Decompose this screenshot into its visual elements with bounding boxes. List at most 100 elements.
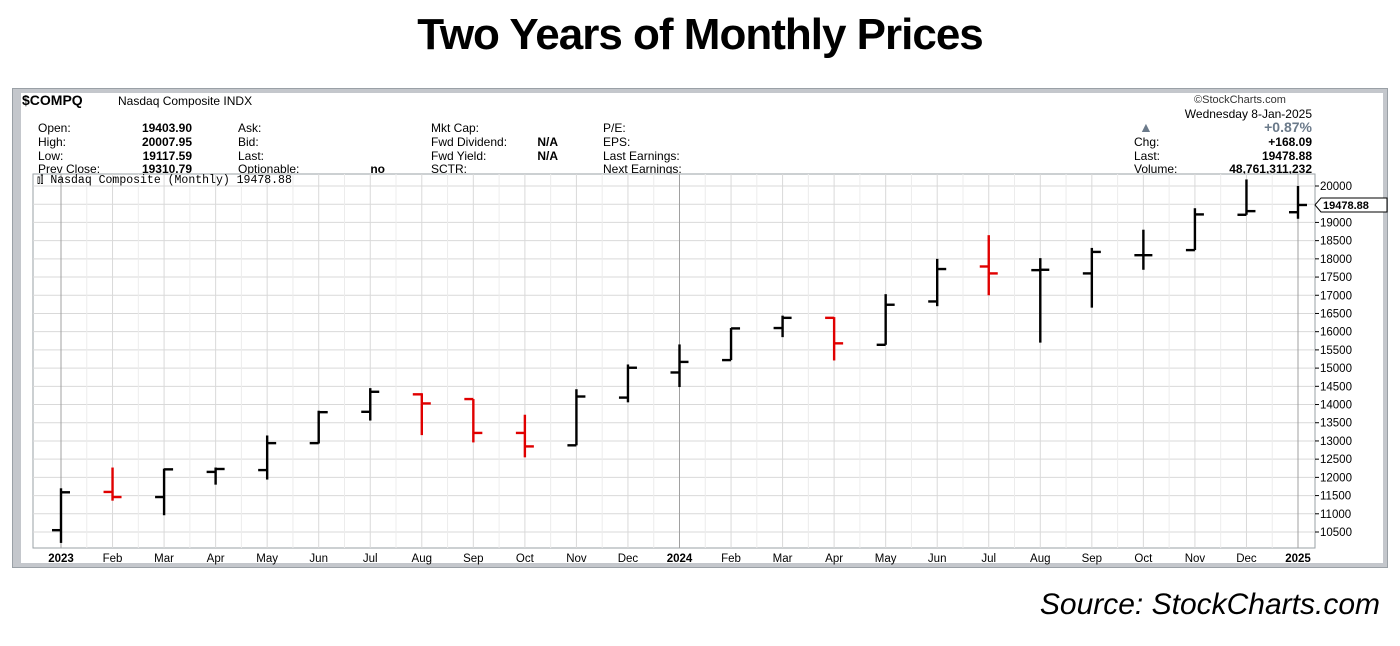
symbol-fullname: Nasdaq Composite	[118, 94, 221, 108]
volume-value: 48,761,311,232	[1229, 162, 1312, 176]
fwd-dividend-label: Fwd Dividend:	[431, 135, 508, 149]
y-tick-label: 13500	[1320, 418, 1352, 430]
ohlc-bar	[773, 315, 792, 338]
x-tick-label: Sep	[1082, 553, 1102, 565]
plot-area	[32, 173, 1316, 549]
x-tick-label: Jul	[981, 553, 996, 565]
open-label: Open:	[38, 121, 71, 135]
chart-legend: ⫾⫿ Nasdaq Composite (Monthly) 19478.88	[37, 174, 292, 187]
ohlc-bar	[722, 327, 741, 362]
y-tick-label: 18500	[1320, 236, 1352, 248]
symbol-type: INDX	[223, 94, 253, 108]
y-tick-label: 10500	[1320, 527, 1352, 539]
x-tick-label: 2025	[1285, 553, 1311, 565]
chg-label: Chg:	[1134, 135, 1160, 149]
last-price-tag-label: 19478.88	[1323, 200, 1369, 212]
ohlc-bars	[52, 179, 1307, 543]
y-tick-label: 16500	[1320, 308, 1352, 320]
x-tick-label: Apr	[825, 553, 843, 565]
fwd-yield-label: Fwd Yield:	[431, 149, 487, 163]
x-tick-label: Apr	[207, 553, 225, 565]
ohlc-bar	[515, 414, 534, 458]
quote-date: Wednesday 8-Jan-2025	[1184, 107, 1312, 121]
eps-label: EPS:	[603, 135, 631, 149]
y-tick-label: 13000	[1320, 436, 1352, 448]
y-tick-label: 15000	[1320, 363, 1352, 375]
x-tick-label: Jun	[928, 553, 947, 565]
y-tick-label: 11000	[1320, 509, 1351, 521]
y-tick-label: 18000	[1320, 254, 1352, 266]
ohlc-bar	[567, 389, 586, 447]
x-tick-label: Aug	[1030, 553, 1050, 565]
y-tick-label: 11500	[1320, 491, 1351, 503]
ohlc-bar	[103, 467, 122, 501]
ohlc-bar	[825, 316, 844, 361]
y-tick-label: 14500	[1320, 381, 1352, 393]
prev-close-value: 19310.79	[141, 162, 192, 176]
x-tick-label: Nov	[566, 553, 587, 565]
mkt-cap-label: Mkt Cap:	[431, 121, 480, 135]
x-tick-label: Dec	[618, 553, 639, 565]
ohlc-bar	[876, 294, 895, 346]
y-tick-label: 14000	[1320, 400, 1352, 412]
x-tick-label: Mar	[773, 553, 793, 565]
ask-label: Ask:	[238, 121, 262, 135]
bar-chart-icon: ⫾⫿	[37, 176, 44, 187]
last-earnings-label: Last Earnings:	[603, 149, 680, 163]
optionable-label: Optionable:	[238, 162, 300, 176]
y-axis: 10500 11000 11500 12000 12500 13000 13500 14000…	[1314, 181, 1388, 539]
ohlc-bar	[1031, 258, 1050, 343]
x-tick-label: Sep	[463, 553, 483, 565]
ohlc-bar	[361, 388, 380, 421]
y-tick-label: 17500	[1320, 272, 1352, 284]
x-tick-label: Feb	[721, 553, 741, 565]
low-label: Low:	[38, 149, 64, 163]
ohlc-bar	[1185, 208, 1204, 252]
watermark: ©StockCharts.com	[1194, 94, 1286, 106]
x-tick-label: Jun	[309, 553, 328, 565]
y-tick-label: 20000	[1320, 181, 1352, 193]
ohlc-bar	[1134, 229, 1153, 270]
y-tick-label: 12000	[1320, 472, 1352, 484]
ohlc-bar	[412, 393, 431, 436]
last-price-tag-box	[1314, 197, 1388, 213]
open-value: 19403.90	[141, 121, 192, 135]
x-tick-label: Nov	[1185, 553, 1206, 565]
y-tick-label: 15500	[1320, 345, 1352, 357]
next-earnings-label: Next Earnings:	[603, 162, 682, 176]
y-tick-label: 19000	[1320, 217, 1352, 229]
high-label: High:	[38, 135, 67, 149]
ohlc-bar	[928, 258, 947, 307]
x-tick-label: Oct	[1134, 553, 1153, 565]
pe-label: P/E:	[603, 121, 626, 135]
x-tick-label: May	[256, 553, 278, 565]
sctr-label: SCTR:	[431, 162, 467, 176]
last-price-value: 19478.88	[1261, 149, 1312, 163]
ohlc-bar	[1289, 186, 1307, 219]
percent-change: +0.87%	[1264, 119, 1312, 135]
legend-text: Nasdaq Composite (Monthly) 19478.88	[50, 174, 292, 187]
prev-close-label: Prev Close:	[38, 162, 101, 176]
symbol-name: Nasdaq Composite INDX	[118, 94, 252, 108]
ohlc-bar	[52, 488, 70, 543]
x-tick-label: Jul	[363, 553, 378, 565]
source-caption: Source: StockCharts.com	[1039, 588, 1380, 621]
last-price-tag: 19478.88	[1314, 197, 1388, 213]
last-price-label: Last:	[1134, 149, 1161, 163]
x-tick-label: Dec	[1236, 553, 1257, 565]
last-label: Last:	[238, 149, 265, 163]
ohlc-bar	[309, 410, 328, 445]
up-arrow-icon: ▲	[1139, 119, 1153, 135]
x-tick-label: Mar	[154, 553, 174, 565]
ohlc-bar	[258, 435, 277, 480]
x-tick-label: May	[875, 553, 897, 565]
x-axis: 2023 Feb Mar Apr May Jun Jul Aug Sep Oct Nov Dec 202…	[48, 553, 1311, 565]
x-tick-label: 2023	[48, 553, 74, 565]
fwd-dividend-value: N/A	[537, 135, 558, 149]
x-tick-label: Oct	[516, 553, 535, 565]
ohlc-bar	[464, 397, 483, 443]
symbol-label: $COMPQ	[22, 92, 83, 108]
grid	[32, 173, 1316, 549]
ohlc-bar	[155, 468, 174, 516]
